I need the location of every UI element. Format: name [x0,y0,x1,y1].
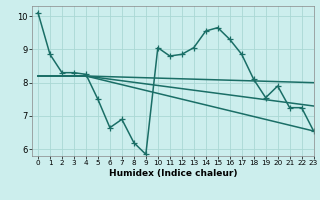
X-axis label: Humidex (Indice chaleur): Humidex (Indice chaleur) [108,169,237,178]
